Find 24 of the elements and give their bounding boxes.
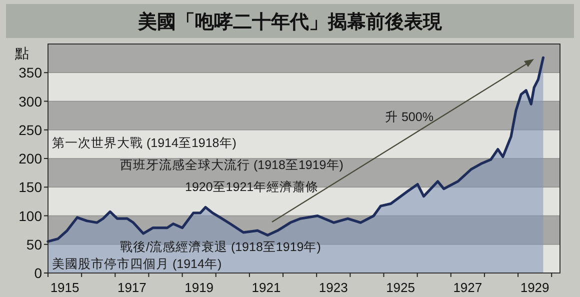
annotation: 美國股市停市四個月 (1914年) [52, 256, 222, 271]
x-tick-label: 1919 [184, 280, 214, 295]
annotation: 戰後/流感經濟衰退 (1918至1919年) [120, 239, 321, 254]
y-tick-label: 250 [18, 122, 42, 138]
y-tick-label: 150 [18, 179, 42, 196]
y-tick-label: 300 [18, 93, 42, 110]
y-tick-label: 100 [18, 208, 42, 224]
y-tick-label: 350 [18, 64, 42, 81]
y-axis-title: 點 [14, 45, 29, 61]
y-tick-label: 200 [18, 150, 42, 166]
x-tick-label: 1915 [50, 280, 80, 295]
annotation: 西班牙流感全球大流行 (1918至1919年) [120, 157, 344, 172]
x-tick-label: 1925 [386, 280, 415, 295]
x-tick-label: 1921 [252, 280, 281, 295]
x-tick-label: 1917 [117, 280, 146, 295]
annotation: 1920至1921年經濟蕭條 [185, 180, 319, 194]
annotation: 升 500% [385, 110, 434, 124]
y-tick-label: 0 [34, 265, 42, 281]
x-tick-label: 1923 [318, 280, 348, 295]
annotation: 第一次世界大戰 (1914至1918年) [52, 136, 236, 150]
chart-title: 美國「咆哮二十年代」揭幕前後表現 [137, 11, 443, 33]
y-tick-label: 50 [26, 236, 42, 252]
x-tick-label: 1927 [453, 280, 482, 295]
x-tick-label: 1929 [520, 280, 550, 295]
